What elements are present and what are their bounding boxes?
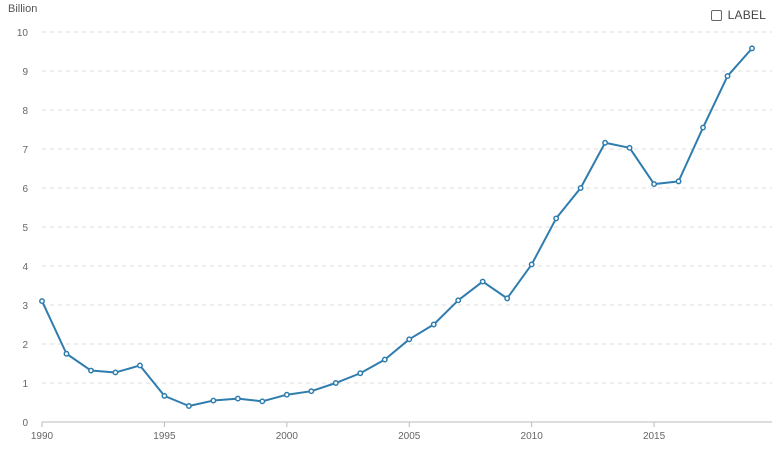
data-point-2010 <box>528 261 535 268</box>
data-point-2007 <box>455 297 462 304</box>
data-point-2015 <box>651 181 658 188</box>
y-tick-label: 7 <box>22 145 28 156</box>
y-tick-label: 3 <box>22 301 28 312</box>
y-tick-label: 10 <box>17 28 29 39</box>
y-tick-label: 4 <box>22 262 28 273</box>
data-point-2017 <box>700 124 706 131</box>
data-point-2005 <box>406 336 413 343</box>
x-tick-label: 1990 <box>31 431 54 442</box>
data-point-1991 <box>63 350 70 357</box>
data-point-2006 <box>430 321 437 328</box>
data-point-2002 <box>332 380 339 386</box>
label-toggle[interactable]: LABEL <box>710 8 766 22</box>
data-point-2013 <box>602 139 609 146</box>
series-line-0 <box>41 47 753 408</box>
data-point-2018 <box>724 73 731 80</box>
y-tick-label: 8 <box>22 106 28 117</box>
data-point-1990 <box>39 298 45 305</box>
data-point-1992 <box>88 367 94 374</box>
data-point-1999 <box>259 398 266 405</box>
data-point-1994 <box>136 362 143 369</box>
y-tick-label: 0 <box>22 418 28 429</box>
x-tick-label: 2005 <box>398 431 421 442</box>
x-tick-label: 2000 <box>276 431 299 442</box>
x-tick-label: 1995 <box>153 431 176 442</box>
y-tick-label: 5 <box>22 223 28 234</box>
data-point-2016 <box>675 178 682 185</box>
data-point-2009 <box>504 295 511 302</box>
checkbox-icon[interactable] <box>710 9 722 21</box>
data-point-2012 <box>577 185 584 191</box>
data-point-1997 <box>210 397 217 404</box>
data-point-2000 <box>283 391 290 398</box>
data-point-1998 <box>234 395 241 402</box>
y-tick-label: 1 <box>22 379 28 390</box>
data-point-2001 <box>308 388 315 395</box>
x-tick-label: 2015 <box>643 431 666 442</box>
y-axis-unit-label: Billion <box>8 3 38 15</box>
x-tick-label: 2010 <box>521 431 544 442</box>
data-point-2014 <box>626 144 633 151</box>
y-tick-label: 2 <box>22 340 28 351</box>
data-point-2011 <box>553 215 560 222</box>
y-tick-label: 6 <box>22 184 28 195</box>
data-point-1995 <box>161 392 168 399</box>
data-point-2008 <box>479 278 486 285</box>
data-point-2004 <box>381 356 388 363</box>
data-point-2003 <box>357 370 364 377</box>
data-point-1996 <box>185 403 192 409</box>
data-point-1993 <box>112 369 119 376</box>
y-tick-label: 9 <box>22 67 28 78</box>
label-toggle-text: LABEL <box>727 8 766 22</box>
data-point-2019 <box>749 45 755 52</box>
